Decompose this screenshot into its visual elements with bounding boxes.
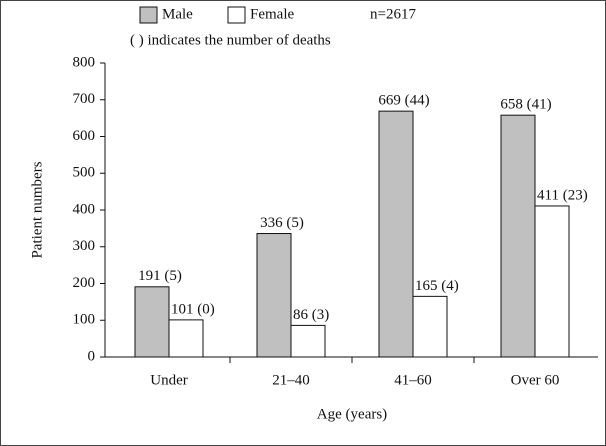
- legend-label: Female: [250, 6, 294, 22]
- legend-swatch: [139, 6, 158, 24]
- bar: [534, 205, 570, 358]
- y-tick-label: 700: [73, 91, 96, 107]
- data-label: 336 (5): [260, 215, 304, 231]
- y-tick-label: 400: [73, 201, 96, 217]
- y-tick-label: 500: [73, 165, 96, 181]
- data-label: 191 (5): [138, 268, 182, 284]
- data-label: 669 (44): [378, 93, 429, 109]
- y-tick-label: 600: [73, 128, 96, 144]
- bar: [256, 233, 292, 358]
- x-tick-label: Under: [150, 372, 188, 388]
- data-label: 658 (41): [500, 97, 551, 113]
- bar: [378, 110, 414, 358]
- y-axis-label: Patient numbers: [29, 161, 45, 258]
- data-label: 165 (4): [415, 278, 459, 294]
- bar: [290, 324, 326, 358]
- y-tick-label: 300: [73, 238, 96, 254]
- y-tick-label: 100: [73, 312, 96, 328]
- legend-swatch: [227, 6, 246, 24]
- legend-label: Male: [162, 6, 193, 22]
- legend-note: n=2617: [370, 6, 416, 22]
- data-label: 411 (23): [537, 187, 588, 203]
- x-tick-label: 21–40: [272, 372, 310, 388]
- bar: [412, 295, 448, 358]
- bar: [500, 114, 536, 358]
- x-axis-label: Age (years): [317, 406, 387, 422]
- data-label: 86 (3): [293, 307, 329, 323]
- y-tick-label: 0: [88, 348, 96, 364]
- x-tick-label: 41–60: [394, 372, 432, 388]
- x-tick-label: Over 60: [511, 372, 560, 388]
- y-tick-label: 800: [73, 54, 96, 70]
- y-tick-label: 200: [73, 275, 96, 291]
- bar: [168, 319, 204, 358]
- bar: [134, 286, 170, 358]
- data-label: 101 (0): [171, 301, 215, 317]
- annotation: ( ) indicates the number of deaths: [130, 32, 331, 48]
